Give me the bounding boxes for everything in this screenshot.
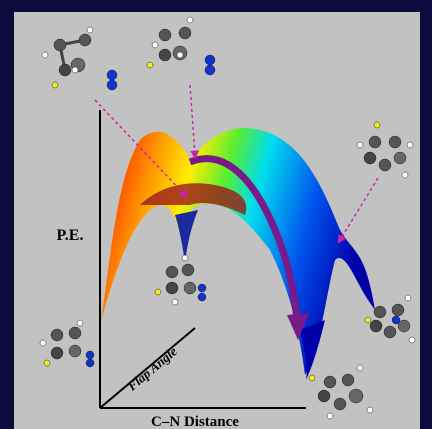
x-axis-label: C–N Distance	[151, 414, 239, 429]
page: P.E. C–N Distance Flap Angle	[0, 0, 432, 429]
y-axis-label: P.E.	[57, 227, 84, 244]
figure: P.E. C–N Distance Flap Angle	[0, 0, 432, 429]
